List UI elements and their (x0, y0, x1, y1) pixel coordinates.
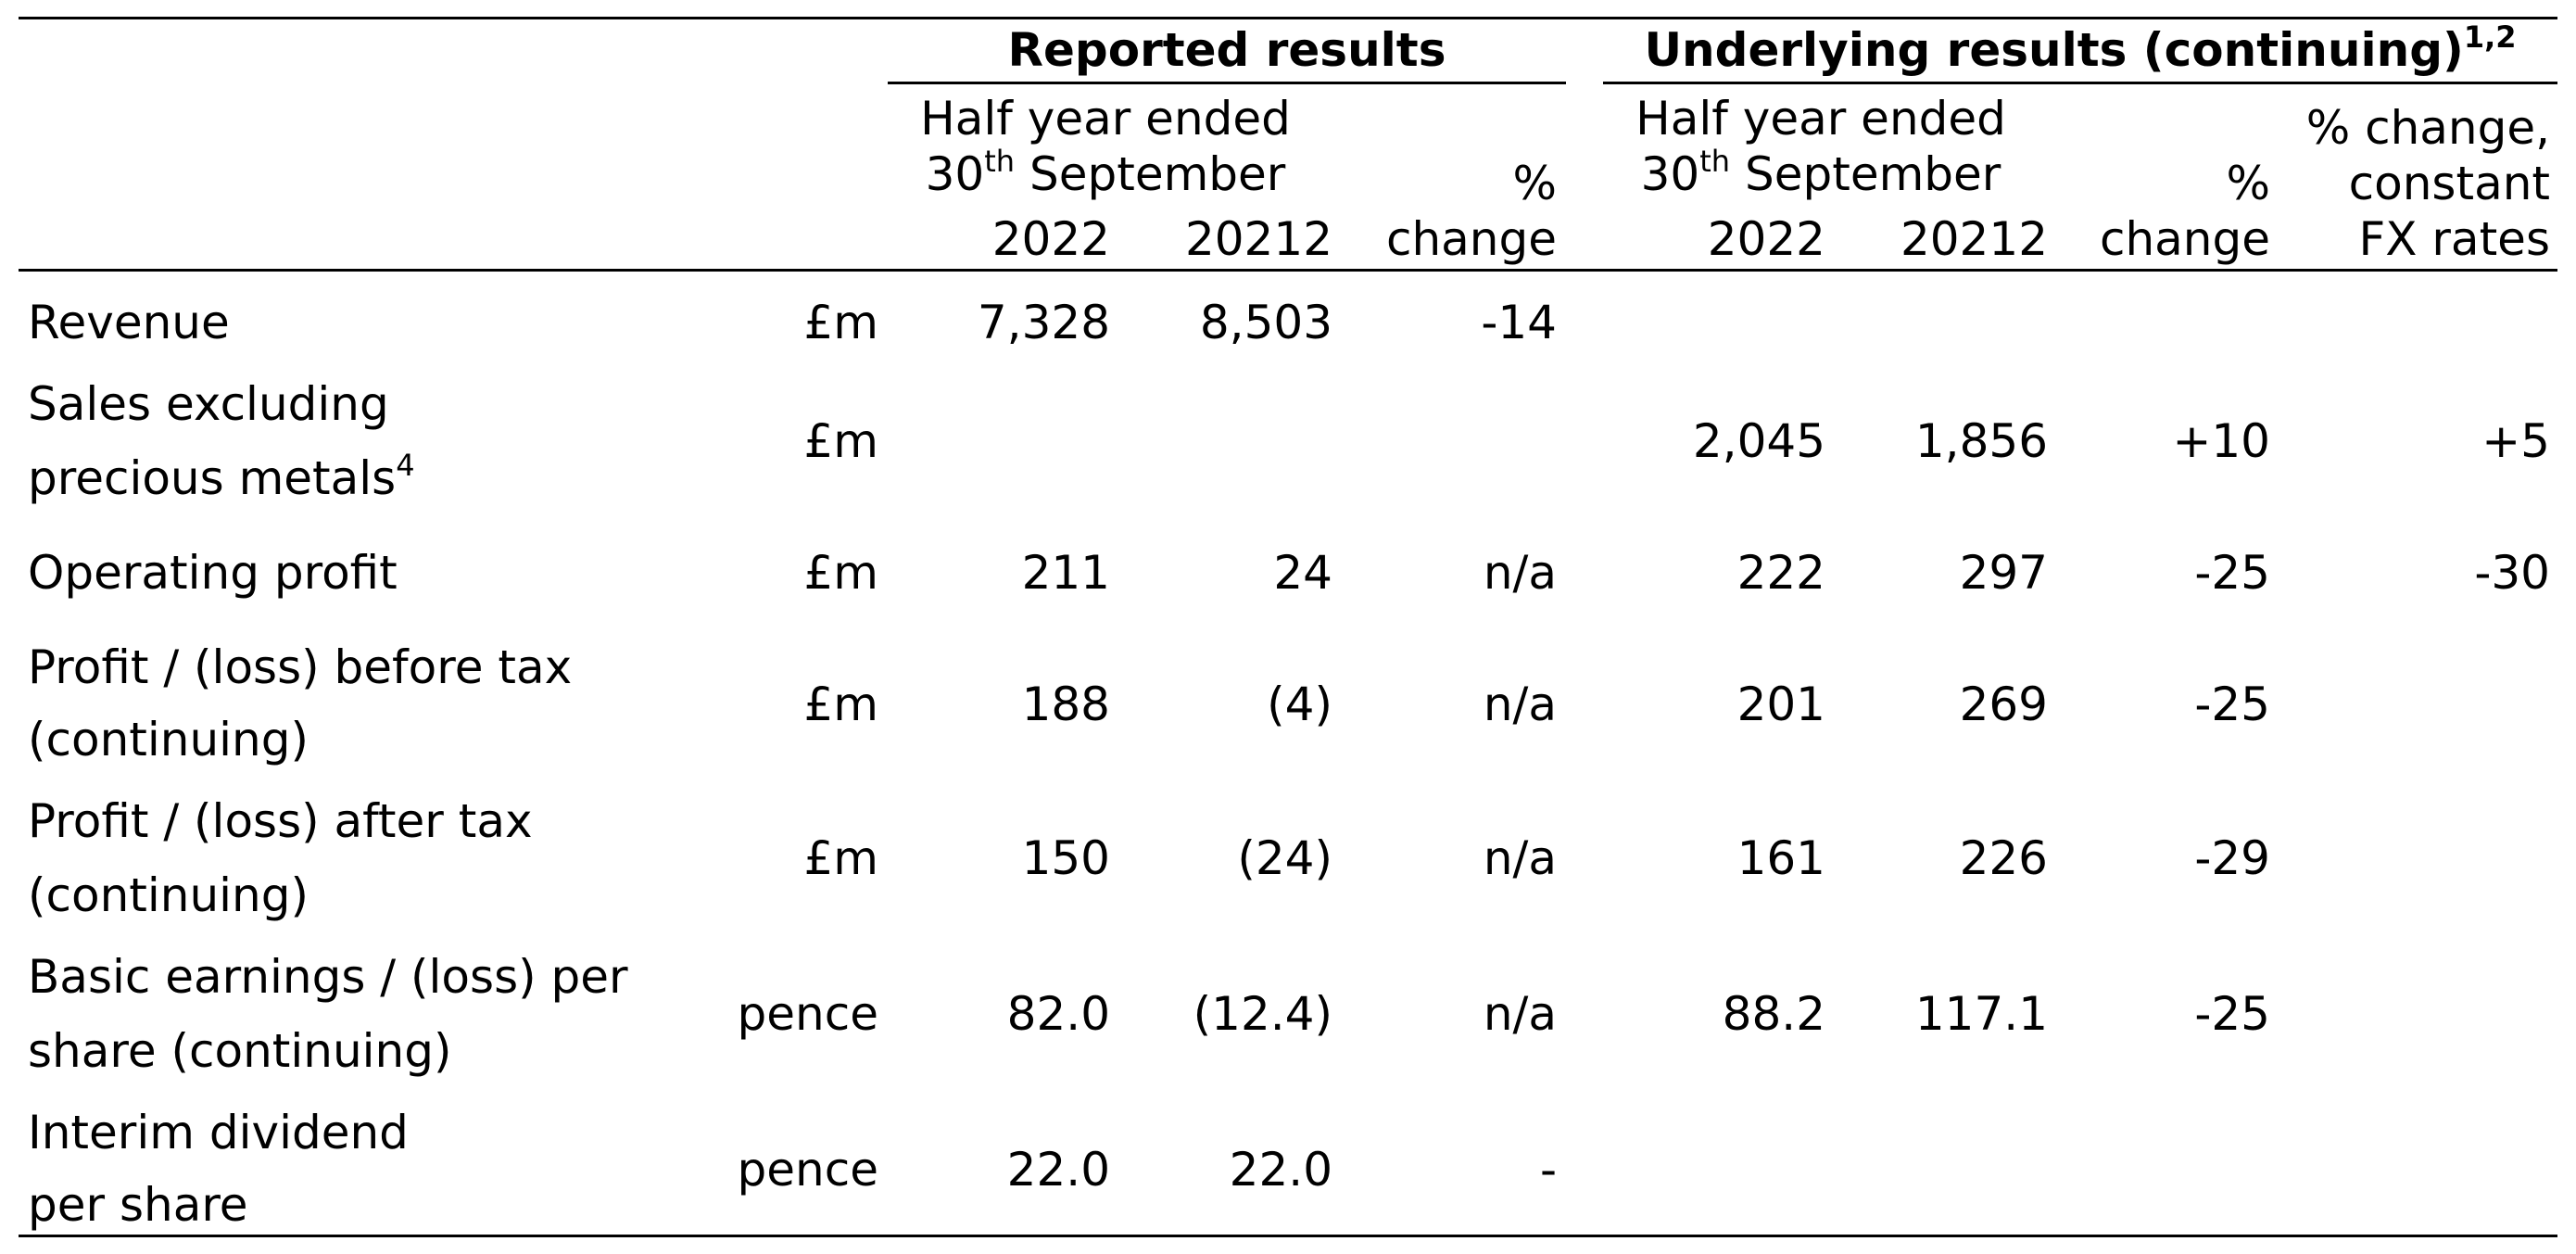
eps-underlying-change: -25 (2194, 987, 2270, 1041)
row-label-eps-line2: share (continuing) (28, 1024, 452, 1078)
pbt-underlying-change: -25 (2194, 678, 2270, 731)
pat-underlying-2022: 161 (1736, 831, 1825, 885)
row-unit-revenue: £m (803, 296, 878, 349)
reported-day-suffix: th (984, 144, 1016, 180)
sales-underlying-change: +10 (2172, 414, 2270, 468)
reported-month: September (1029, 147, 1286, 201)
header-bottom-rule (19, 269, 2557, 272)
row-label-sales-line1: Sales excluding (28, 377, 389, 431)
underlying-day: 30 (1640, 147, 1700, 201)
underlying-year-2022: 2022 (1707, 212, 1825, 266)
sales-label-footnote: 4 (396, 448, 415, 484)
op-underlying-2022: 222 (1736, 546, 1825, 600)
reported-period-line2: 30th September (888, 146, 1323, 202)
row-label-pbt-line2: (continuing) (28, 713, 309, 766)
row-unit-pbt: £m (803, 678, 878, 731)
pbt-reported-change: n/a (1483, 678, 1557, 731)
dividend-reported-2021: 22.0 (1229, 1143, 1332, 1197)
eps-underlying-2022: 88.2 (1722, 987, 1825, 1041)
reported-period-line1: Half year ended (920, 92, 1291, 146)
row-label-pat-line1: Profit / (loss) after tax (28, 794, 533, 848)
revenue-reported-2021: 8,503 (1199, 296, 1332, 349)
pat-underlying-2021: 226 (1959, 831, 2048, 885)
op-reported-2021: 24 (1273, 546, 1332, 600)
row-unit-pat: £m (803, 831, 878, 885)
revenue-reported-change: -14 (1481, 296, 1557, 349)
underlying-title-footnote: 1,2 (2463, 19, 2517, 56)
row-label-operating-profit: Operating profit (28, 546, 398, 600)
row-unit-eps: pence (737, 987, 878, 1041)
cfx-header-line3: FX rates (2358, 212, 2550, 266)
pat-reported-2021: (24) (1237, 831, 1332, 885)
sales-cfx-change: +5 (2481, 414, 2550, 468)
row-label-sales-line2: precious metals4 (28, 450, 732, 506)
reported-pct-symbol: % (1512, 157, 1557, 210)
reported-year-2021-text: 2021 (1184, 212, 1304, 266)
row-label-dividend-line2: per share (28, 1178, 248, 1232)
cfx-header-line2: constant (2348, 157, 2550, 210)
reported-underline (888, 82, 1566, 84)
underlying-underline (1603, 82, 2557, 84)
underlying-month: September (1744, 147, 2001, 201)
row-label-revenue: Revenue (28, 296, 230, 349)
op-cfx-change: -30 (2474, 546, 2550, 600)
dividend-reported-change: - (1539, 1143, 1557, 1197)
reported-year-2022: 2022 (991, 212, 1110, 266)
eps-underlying-2021: 117.1 (1914, 987, 2048, 1041)
dividend-reported-2022: 22.0 (1006, 1143, 1110, 1197)
op-underlying-2021: 297 (1959, 546, 2048, 600)
pbt-underlying-2022: 201 (1736, 678, 1825, 731)
op-reported-2022: 211 (1021, 546, 1110, 600)
underlying-change-word: change (2099, 212, 2270, 266)
underlying-period-line1: Half year ended (1635, 92, 2006, 146)
underlying-title-text: Underlying results (continuing) (1644, 23, 2464, 77)
pat-underlying-change: -29 (2194, 831, 2270, 885)
underlying-period-line2: 30th September (1603, 146, 2039, 202)
underlying-day-suffix: th (1699, 144, 1731, 180)
pat-reported-change: n/a (1483, 831, 1557, 885)
pbt-reported-2021: (4) (1267, 678, 1332, 731)
row-unit-dividend: pence (737, 1143, 878, 1197)
op-reported-change: n/a (1483, 546, 1557, 600)
sales-underlying-2022: 2,045 (1692, 414, 1825, 468)
top-rule (19, 17, 2557, 19)
reported-year-2021-footnote: 2 (1303, 212, 1332, 266)
sales-underlying-2021: 1,856 (1914, 414, 2048, 468)
sales-label-text: precious metals (28, 451, 397, 505)
reported-results-title: Reported results (1007, 23, 1446, 77)
underlying-results-title: Underlying results (continuing)1,2 (1594, 22, 2567, 78)
reported-year-2021: 20212 (1110, 211, 1332, 267)
eps-reported-2021: (12.4) (1193, 987, 1332, 1041)
row-unit-operating-profit: £m (803, 546, 878, 600)
underlying-year-2021-footnote: 2 (2018, 212, 2048, 266)
eps-reported-2022: 82.0 (1006, 987, 1110, 1041)
op-underlying-change: -25 (2194, 546, 2270, 600)
row-label-eps-line1: Basic earnings / (loss) per (28, 950, 628, 1004)
eps-reported-change: n/a (1483, 987, 1557, 1041)
row-label-pat-line2: (continuing) (28, 868, 309, 922)
underlying-pct-symbol: % (2226, 157, 2270, 210)
pbt-reported-2022: 188 (1021, 678, 1110, 731)
bottom-rule (19, 1235, 2557, 1237)
row-unit-sales: £m (803, 414, 878, 468)
underlying-year-2021: 20212 (1825, 211, 2048, 267)
cfx-header-line1: % change, (2305, 101, 2550, 155)
row-label-pbt-line1: Profit / (loss) before tax (28, 640, 573, 694)
pat-reported-2022: 150 (1021, 831, 1110, 885)
underlying-year-2021-text: 2021 (1900, 212, 2019, 266)
row-label-dividend-line1: Interim dividend (28, 1106, 409, 1159)
reported-change-word: change (1385, 212, 1557, 266)
revenue-reported-2022: 7,328 (977, 296, 1110, 349)
reported-day: 30 (925, 147, 985, 201)
pbt-underlying-2021: 269 (1959, 678, 2048, 731)
